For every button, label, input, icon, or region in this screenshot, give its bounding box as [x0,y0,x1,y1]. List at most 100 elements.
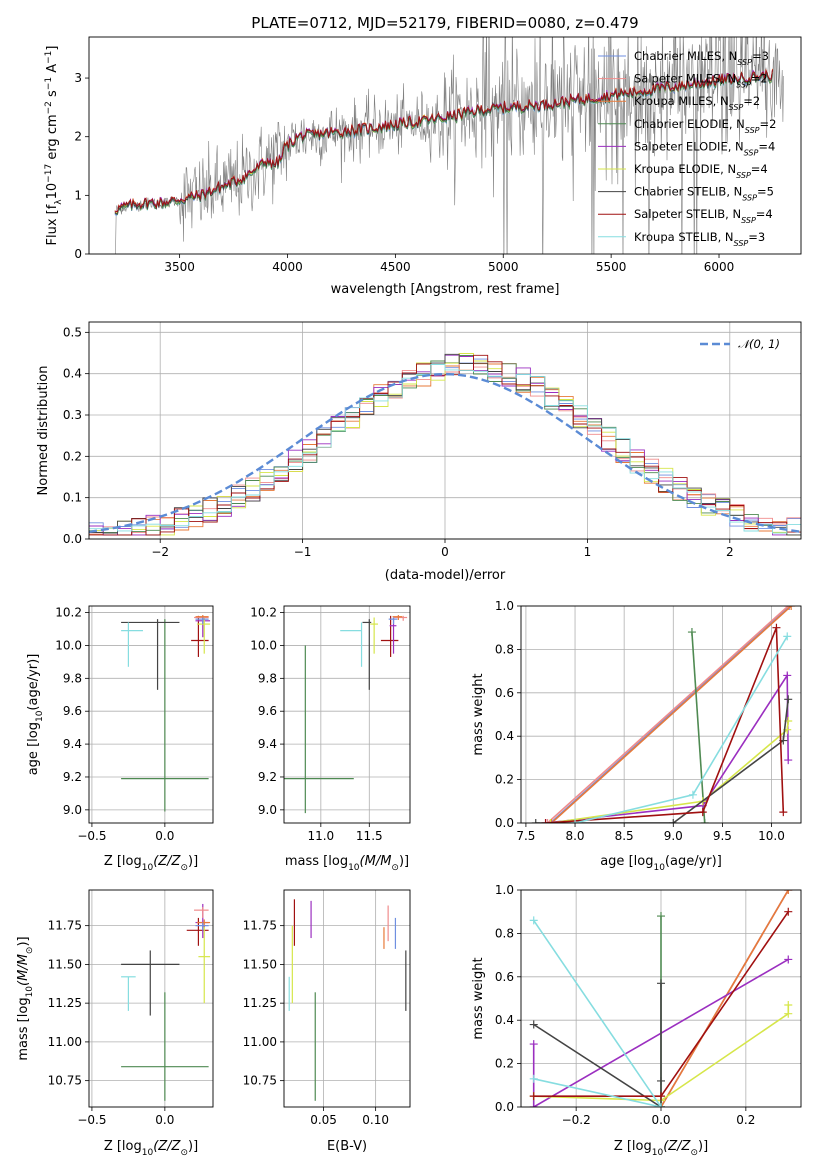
legend-tail: =3 [752,49,769,63]
y-tick-label: 10.2 [250,606,277,620]
y-tick-label: 9.0 [258,803,277,817]
legend-tail: =4 [751,162,768,176]
x-tick-label: 4500 [380,260,411,274]
x-tick-label: 5500 [596,260,627,274]
series-kroupa_miles-marker [784,890,793,894]
series-chabrier_stelib-marker [784,695,793,704]
x-axis-label-part: ⊙ [180,1148,188,1158]
series-line-kroupa_stelib [533,919,662,1107]
plot-content [284,615,408,814]
y-axis-label-part: age [log [26,722,41,775]
y-tick-label: 9.6 [258,704,277,718]
x-tick-label: 9.0 [664,829,683,843]
y-tick-label: 0 [74,247,82,261]
y-tick-label: 1 [74,188,82,202]
series-line-salpeter_stelib [545,627,785,823]
x-axis-label-part: 10 [142,863,154,873]
x-tick-label: 0.0 [155,1113,174,1127]
y-tick-label: 11.25 [243,996,277,1010]
series-chabrier_elodie-marker [687,628,696,637]
y-axis-label-part: Flux [f [45,204,60,245]
series-chabrier_elodie-marker [657,912,665,921]
y-tick-label: 0.6 [495,970,514,984]
y-axis-label-part: erg cm [45,114,60,163]
y-tick-label: 10.0 [250,638,277,652]
y-tick-label: 0.2 [495,773,514,787]
series-kroupa_elodie-marker [784,1009,793,1018]
y-tick-label: 9.0 [63,803,82,817]
plot-content [531,606,796,823]
series-salpeter_stelib-marker [784,907,793,916]
y-tick-label: 0.4 [495,729,514,743]
series-chabrier_stelib-marker [529,1020,538,1029]
y-tick-label: 3 [74,71,82,85]
legend-entry: Salpeter MILES, NSSP=2 [634,72,768,90]
x-axis-label: mass [log10(M/M⊙)] [285,854,409,873]
y-axis-label-part: −1 [44,51,54,64]
y-tick-label: 0.8 [495,926,514,940]
x-axis-label-part: 10 [142,1148,154,1158]
age-vs-metallicity-panel: −0.5 0.09.09.29.49.69.810.010.2Z [log10(Z… [26,605,214,873]
y-tick-label: 0.3 [63,408,82,422]
axes-frame [88,605,214,824]
x-axis-label-part: age [log [600,854,653,869]
x-tick-label: 0.05 [310,1113,337,1127]
y-axis-label-part: −17 [44,164,54,183]
x-tick-label: 11.0 [307,829,334,843]
plot-area [89,890,213,1107]
normal-curve [89,372,801,533]
y-tick-label: 0.8 [495,642,514,656]
x-tick-label: 6000 [704,260,735,274]
y-tick-label: 9.2 [63,770,82,784]
series-chabrier_stelib-marker [657,1076,665,1085]
y-axis-label-part: )] [16,936,31,946]
y-axis-label-part: mass [log [16,997,31,1060]
y-tick-label: 11.25 [48,996,82,1010]
series-kroupa_elodie-marker [784,1001,793,1010]
y-tick-label: 9.4 [63,737,82,751]
legend-entry: Chabrier MILES, NSSP=3 [634,49,769,67]
x-axis-label-part: (Z/Z [663,1139,691,1154]
series-salpeter_elodie-marker [783,671,792,680]
series-kroupa_stelib-marker [688,790,697,799]
y-tick-label: 11.00 [48,1035,82,1049]
legend-text: Salpeter ELODIE, N [634,139,744,153]
y-tick-label: 9.8 [63,671,82,685]
observed-spectrum [114,37,784,254]
age-vs-mass-panel: 11.0 11.5 9.0 9.2 9.4 9.6 9.8 10.0 10.2 mass [log… [250,605,411,873]
residual-histogram-kroupa_miles [89,363,801,536]
legend-entry: 𝒩(0, 1) [738,337,780,351]
x-tick-label: −0.5 [77,1113,106,1127]
y-tick-label: 0.4 [495,1013,514,1027]
x-tick-label: 0.0 [155,829,174,843]
x-tick-label: 7.5 [516,829,535,843]
series-salpeter_miles-marker [543,819,552,823]
x-axis-label-part: Z [log [104,1139,142,1154]
spectrum-panel: 3500 4000 4500 5000 5500 6000 0 1 2 3 wavelength [… [44,36,802,297]
x-axis-label-part: (M/M [360,854,392,869]
y-axis-label: mass [log10(M/M⊙)] [16,936,35,1060]
series-line-salpeter_miles [546,606,789,823]
series-line-kroupa_miles [550,606,792,823]
y-tick-label: 0.0 [495,1100,514,1114]
plot-content [114,37,784,254]
legend-sub: SSP [737,58,752,67]
legend-tail: =4 [758,139,775,153]
legend-tail: =2 [743,94,760,108]
x-tick-label: 10.0 [758,829,785,843]
mass-weight-vs-age-panel: 7.5 8.0 8.5 9.0 9.5 10.0 0.0 0.2 0.4 0.6 0.8 1.0 mas… [471,599,802,873]
y-tick-label: 0.2 [495,1057,514,1071]
y-tick-label: 10.2 [55,606,82,620]
axes-frame [88,321,802,540]
legend-sub: SSP [734,238,749,247]
legend-entry: Kroupa MILES, NSSP=2 [634,94,760,112]
y-axis-label-part: 10 [45,183,60,200]
x-axis-label: Z [log10(Z/Z⊙)] [614,1139,708,1158]
x-axis-label-part: 10 [653,863,665,873]
x-axis-label-part: )] [188,854,198,869]
x-tick-label: 0.10 [362,1113,389,1127]
x-axis-label: wavelength [Angstrom, rest frame] [331,282,560,297]
plot-area [521,606,801,823]
legend-sub: SSP [729,103,744,112]
